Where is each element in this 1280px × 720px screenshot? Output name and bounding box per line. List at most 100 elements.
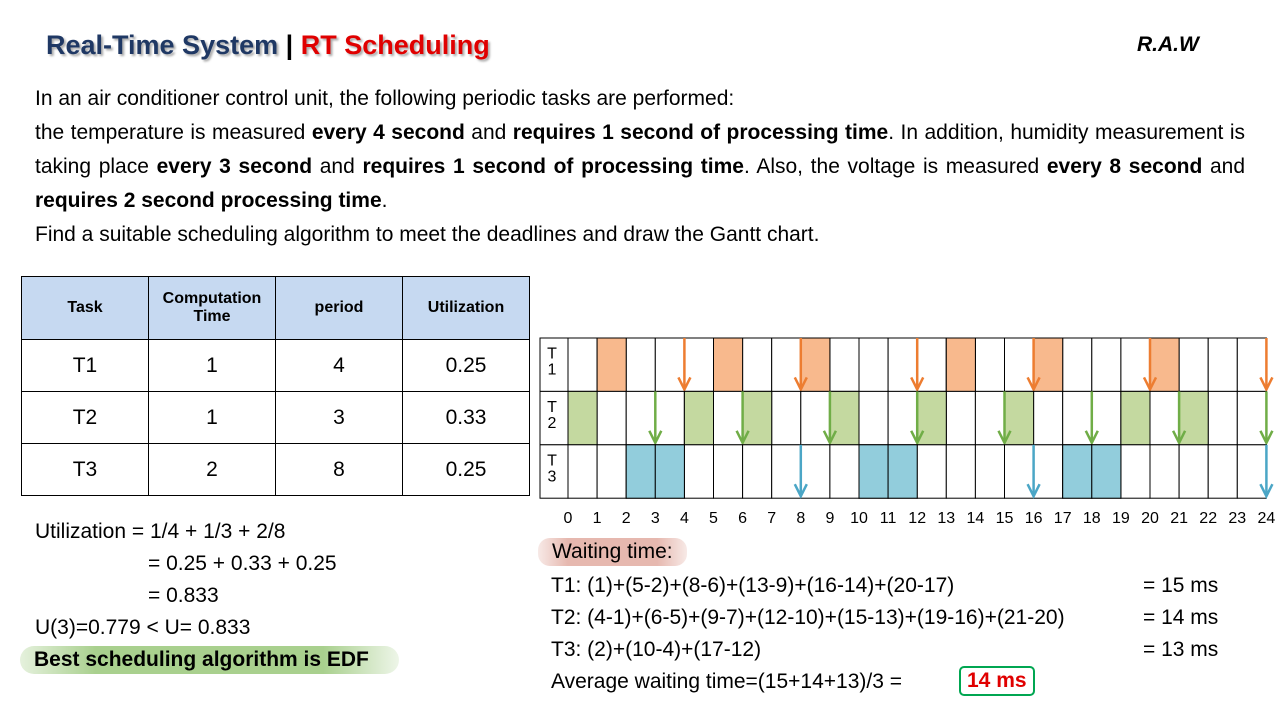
grid-cell: [1236, 390, 1267, 446]
table-row: T1 1 4 0.25: [21, 339, 530, 392]
grid-cell: [1120, 390, 1151, 446]
time-label: 18: [1083, 510, 1101, 527]
time-label: 21: [1170, 510, 1188, 527]
grid-cell: [974, 390, 1006, 446]
deadline-arrow: [910, 338, 925, 393]
grid-cell: [1091, 390, 1122, 446]
arrow-head: [1026, 376, 1041, 393]
arrow-head: [822, 430, 838, 446]
grid-cell: [1149, 390, 1180, 446]
time-label: 11: [880, 510, 897, 527]
header-cell: period: [275, 276, 403, 340]
arrow-head: [1026, 483, 1041, 499]
grid-cell: [596, 337, 627, 392]
grid-cell: [654, 337, 685, 392]
arrow-head: [1259, 376, 1274, 393]
grid-cell: [654, 444, 685, 499]
slot: [829, 390, 860, 446]
grid-cell: [742, 444, 773, 499]
grid-cell: [625, 390, 656, 446]
utilization-line: U(3)=0.779 < U= 0.833: [35, 616, 251, 639]
time-label: 8: [796, 510, 805, 527]
time-label: 12: [908, 510, 926, 527]
grid-cell: [596, 444, 627, 499]
table-cell: 2: [148, 443, 276, 496]
slot: [800, 337, 831, 392]
text-run: the temperature is measured: [35, 121, 312, 144]
table-cell: 8: [275, 443, 403, 496]
grid-cell: [1004, 337, 1035, 392]
grid-cell: [742, 390, 773, 446]
grid-cell: [683, 444, 715, 499]
arrow-head: [793, 376, 808, 393]
table-row: T3 2 8 0.25: [21, 443, 530, 496]
slot: [1004, 390, 1035, 446]
header-row: Task Computation Time period Utilization: [21, 276, 530, 340]
paragraph: the temperature is measured every 4 seco…: [35, 116, 1245, 218]
grid-cell: [858, 390, 889, 446]
grid-cell: [1207, 390, 1238, 446]
utilization-line: Utilization = 1/4 + 1/3 + 2/8: [35, 520, 286, 543]
waiting-formula: T1: (1)+(5-2)+(8-6)+(13-9)+(16-14)+(20-1…: [551, 574, 955, 597]
text-run: every 4 second: [311, 121, 465, 144]
slot: [625, 444, 656, 499]
deadline-arrow: [1142, 338, 1158, 393]
slot: [1033, 337, 1064, 392]
grid-cell: [713, 444, 744, 499]
grid-cell: [800, 390, 831, 446]
text-run: every 3 second: [156, 155, 313, 178]
deadline-arrow: [1026, 338, 1041, 393]
time-label: 13: [937, 510, 955, 527]
problem-text: In an air conditioner control unit, the …: [35, 82, 1245, 252]
header-cell: Task: [21, 276, 149, 340]
text-run: . In addition, humidity measurement is t…: [35, 121, 1245, 178]
table-cell: 4: [275, 339, 403, 392]
grid-cell: [1033, 390, 1064, 446]
arrow-head: [1259, 483, 1274, 499]
grid-cell: [858, 444, 889, 499]
arrow-head: [910, 376, 925, 393]
grid-cell: [567, 337, 598, 392]
text-run: In an air conditioner control unit, the …: [35, 87, 735, 110]
slot: [858, 444, 889, 499]
deadline-arrow: [1259, 338, 1274, 393]
deadline-arrow: [1171, 391, 1187, 446]
waiting-result: = 14 ms: [1143, 606, 1219, 629]
time-label: 23: [1228, 510, 1246, 527]
grid-cell: [1062, 337, 1093, 392]
grid-cell: [829, 337, 860, 392]
grid-cell: [858, 337, 889, 392]
deadline-arrow: [997, 391, 1012, 446]
text-run: every 8 second: [1046, 155, 1203, 178]
deadline-arrow: [1259, 444, 1274, 499]
time-label: 24: [1258, 510, 1276, 527]
table-cell: 1: [148, 391, 276, 444]
grid-cell: [713, 337, 744, 392]
grid-cell: [1236, 337, 1267, 392]
separator: |: [285, 30, 294, 60]
grid-cell: [1178, 390, 1209, 446]
author: R.A.W: [1137, 33, 1199, 56]
grid-cell: [1207, 444, 1238, 499]
grid-cell: [713, 390, 744, 446]
grid-cell: [567, 390, 598, 446]
slot: [916, 390, 947, 446]
grid-cell: [887, 390, 918, 446]
grid-cell: [887, 337, 918, 392]
grid-cell: [916, 337, 947, 392]
waiting-formula: T3: (2)+(10-4)+(17-12): [551, 638, 762, 661]
arrow-head: [910, 430, 925, 446]
conclusion: Best scheduling algorithm is EDF: [20, 646, 399, 674]
table-cell: T2: [21, 391, 149, 444]
time-label: 15: [996, 510, 1014, 527]
arrow-head: [1084, 430, 1099, 446]
grid-cell: [829, 390, 860, 446]
average-formula: Average waiting time=(15+14+13)/3 =: [551, 670, 903, 693]
arrow-head: [648, 430, 663, 446]
time-label: 10: [850, 510, 868, 527]
waiting-result: = 13 ms: [1143, 638, 1219, 661]
slot: [713, 337, 744, 392]
slot: [654, 444, 685, 499]
